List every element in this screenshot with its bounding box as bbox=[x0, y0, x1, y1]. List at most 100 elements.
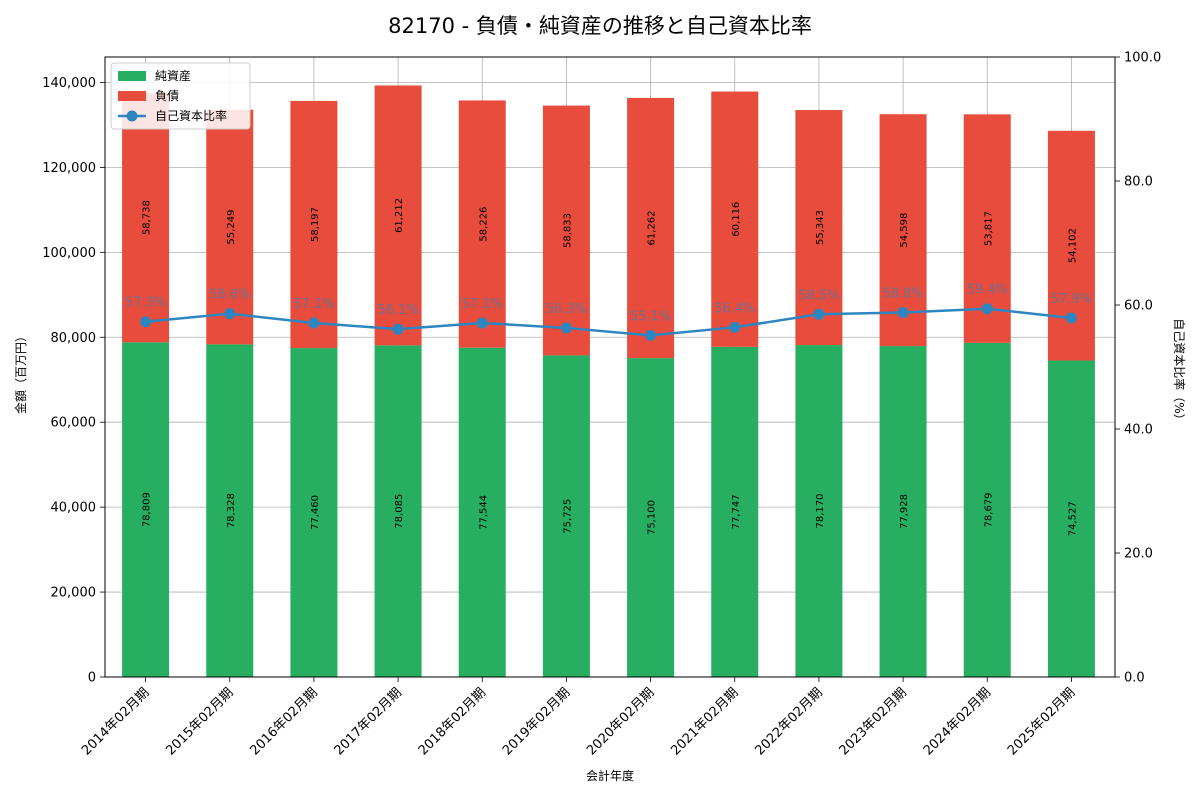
x-tick-label: 2022年02月期 bbox=[752, 685, 825, 758]
bar-label-net-assets: 77,544 bbox=[478, 495, 489, 530]
bar-label-net-assets: 75,725 bbox=[562, 499, 573, 534]
ratio-label: 56.3% bbox=[546, 302, 587, 317]
bar-net-assets bbox=[374, 345, 422, 677]
bar-net-assets bbox=[879, 346, 927, 677]
x-tick-label: 2016年02月期 bbox=[247, 685, 320, 758]
bar-label-net-assets: 75,100 bbox=[647, 500, 658, 535]
x-tick-label: 2020年02月期 bbox=[584, 685, 657, 758]
bar-liabilities bbox=[206, 109, 254, 345]
ratio-label: 56.1% bbox=[377, 303, 418, 318]
legend-swatch-net-assets bbox=[118, 71, 146, 81]
ratio-point bbox=[224, 308, 236, 320]
bar-label-liabilities: 53,817 bbox=[983, 211, 994, 246]
y2-tick-label: 100.0 bbox=[1124, 51, 1161, 66]
bar-label-net-assets: 78,170 bbox=[815, 494, 826, 529]
x-tick-label: 2017年02月期 bbox=[332, 685, 405, 758]
bar-net-assets bbox=[711, 346, 759, 677]
y2-tick-label: 20.0 bbox=[1124, 547, 1153, 562]
x-tick-label: 2021年02月期 bbox=[668, 685, 741, 758]
bar-label-liabilities: 54,102 bbox=[1067, 228, 1078, 263]
bar-net-assets bbox=[1047, 360, 1095, 677]
x-tick-label: 2023年02月期 bbox=[837, 685, 910, 758]
bar-label-net-assets: 78,085 bbox=[394, 494, 405, 529]
y-tick-label: 0 bbox=[88, 671, 96, 686]
y-tick-label: 140,000 bbox=[42, 76, 96, 91]
x-tick-label: 2018年02月期 bbox=[416, 685, 489, 758]
legend-swatch-ratio-marker bbox=[126, 110, 138, 122]
legend-label-liabilities: 負債 bbox=[155, 88, 179, 103]
bar-net-assets bbox=[963, 342, 1011, 677]
grid bbox=[105, 57, 1115, 678]
bar-liabilities bbox=[374, 85, 422, 346]
bar-net-assets bbox=[627, 358, 675, 677]
ratio-point bbox=[813, 308, 825, 320]
ratio-label: 58.8% bbox=[882, 286, 923, 301]
x-tick-label: 2015年02月期 bbox=[163, 685, 236, 758]
bar-label-liabilities: 58,833 bbox=[562, 213, 573, 248]
bar-liabilities bbox=[542, 105, 590, 356]
bar-net-assets bbox=[795, 345, 843, 677]
bar-liabilities bbox=[122, 92, 170, 343]
bar-label-liabilities: 58,197 bbox=[310, 207, 321, 242]
y-tick-label: 100,000 bbox=[42, 246, 96, 261]
bar-label-liabilities: 55,343 bbox=[815, 210, 826, 245]
bar-label-net-assets: 77,747 bbox=[731, 494, 742, 529]
ratio-label: 59.4% bbox=[967, 283, 1008, 298]
y2-tick-label: 40.0 bbox=[1124, 423, 1153, 438]
ratio-point bbox=[476, 317, 488, 329]
y-tick-label: 120,000 bbox=[42, 161, 96, 176]
bar-label-net-assets: 74,527 bbox=[1067, 501, 1078, 536]
x-axis-title: 会計年度 bbox=[586, 768, 634, 783]
bar-label-net-assets: 77,460 bbox=[310, 495, 321, 530]
bar-net-assets bbox=[206, 344, 254, 677]
y2-tick-label: 60.0 bbox=[1124, 299, 1153, 314]
y2-tick-label: 0.0 bbox=[1124, 671, 1145, 686]
bar-label-net-assets: 78,679 bbox=[983, 492, 994, 527]
bar-net-assets bbox=[458, 347, 506, 677]
bar-net-assets bbox=[122, 342, 170, 677]
bar-label-liabilities: 60,116 bbox=[731, 202, 742, 237]
bar-label-net-assets: 77,928 bbox=[899, 494, 910, 529]
bar-liabilities bbox=[711, 91, 759, 347]
bars: 78,809 58,738 78,328 55,249 77,460 58,197 78,0… bbox=[122, 85, 1095, 677]
ratio-line: 57.3% 58.6% 57.1% 56.1% 57.1% 56.3% 55.1% 56.4%… bbox=[125, 283, 1092, 341]
bar-net-assets bbox=[542, 355, 590, 677]
ratio-label: 57.1% bbox=[462, 297, 503, 312]
ratio-label: 58.5% bbox=[798, 288, 839, 303]
bar-liabilities bbox=[795, 110, 843, 346]
legend-label-net-assets: 純資産 bbox=[155, 68, 191, 83]
ratio-label: 57.9% bbox=[1051, 292, 1092, 307]
ratio-label: 58.6% bbox=[209, 288, 250, 303]
x-tick-label: 2019年02月期 bbox=[500, 685, 573, 758]
ratio-label: 55.1% bbox=[630, 309, 671, 324]
legend-label-ratio: 自己資本比率 bbox=[155, 108, 227, 123]
y-tick-label: 20,000 bbox=[51, 586, 97, 601]
bar-label-net-assets: 78,328 bbox=[226, 493, 237, 528]
bar-label-net-assets: 78,809 bbox=[142, 492, 153, 527]
ratio-point bbox=[729, 321, 741, 333]
bar-label-liabilities: 55,249 bbox=[226, 210, 237, 245]
ratio-point bbox=[392, 323, 404, 335]
bar-label-liabilities: 58,226 bbox=[478, 207, 489, 242]
bar-liabilities bbox=[627, 97, 675, 359]
bar-liabilities bbox=[458, 100, 506, 348]
chart-title: 82170 - 負債・純資産の推移と自己資本比率 bbox=[388, 14, 812, 38]
bar-label-liabilities: 54,598 bbox=[899, 213, 910, 248]
ratio-point bbox=[560, 322, 572, 334]
ratio-point bbox=[645, 329, 657, 341]
ratio-point bbox=[140, 316, 152, 328]
ratio-label: 57.3% bbox=[125, 296, 166, 311]
y2-tick-label: 80.0 bbox=[1124, 175, 1153, 190]
bar-net-assets bbox=[290, 348, 338, 677]
ratio-point bbox=[1065, 312, 1077, 324]
ratio-point bbox=[308, 317, 320, 329]
ratio-label: 57.1% bbox=[293, 297, 334, 312]
bar-label-liabilities: 61,262 bbox=[647, 211, 658, 246]
x-tick-label: 2025年02月期 bbox=[1005, 685, 1078, 758]
x-tick-label: 2024年02月期 bbox=[921, 685, 994, 758]
y-tick-label: 40,000 bbox=[51, 501, 97, 516]
plot-frame bbox=[104, 56, 1116, 678]
y2-axis-title: 自己資本比率（%） bbox=[1172, 318, 1187, 425]
